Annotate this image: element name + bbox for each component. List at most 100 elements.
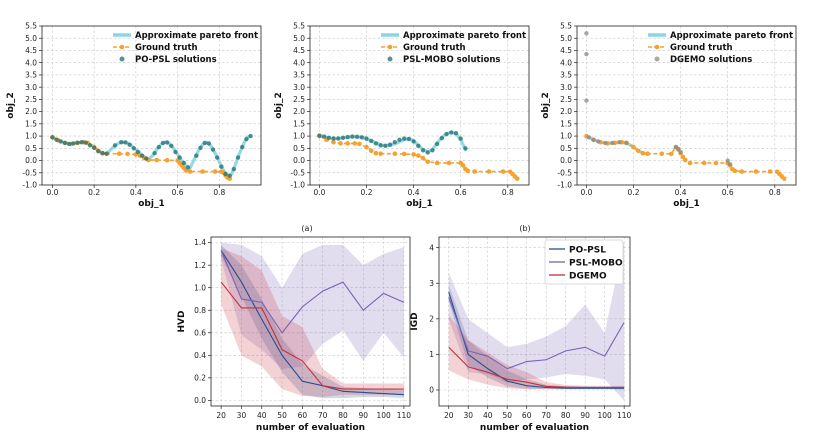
axes-frame — [41, 25, 262, 186]
solution-point — [202, 140, 207, 146]
pareto-front-plot-psl-mobo: 0.0 0.2 0.4 0.6 0.8 -1.0 -0.5 0.0 0.5 1.0 1.5 2.0 2.… — [274, 22, 530, 209]
x-axis-label: obj_1 — [673, 199, 699, 209]
y-tick-label: 1.0 — [25, 132, 37, 141]
solution-point — [425, 150, 430, 155]
solution-point — [62, 140, 68, 146]
y-tick-label: 5.0 — [560, 34, 572, 43]
caption-a: (a) — [301, 224, 312, 233]
x-tick-label: 80 — [338, 411, 348, 420]
ground-truth-point — [687, 160, 693, 166]
x-tick-label: 0.6 — [455, 188, 467, 197]
x-tick-label: 40 — [483, 411, 493, 420]
y-tick-label: 0.6 — [194, 328, 206, 337]
solution-point — [66, 141, 72, 147]
caption-b: (b) — [519, 224, 530, 233]
x-axis-label: obj_1 — [138, 199, 164, 209]
y-tick-label: 0.8 — [194, 306, 206, 315]
legend-label-truth: Ground truth — [403, 43, 466, 53]
solution-point — [354, 134, 360, 140]
solution-point — [87, 143, 93, 148]
solution-point — [595, 139, 601, 144]
y-axis-label: HVD — [177, 311, 187, 333]
legend-swatch-solutions — [387, 56, 393, 62]
y-tick-label: 0 — [429, 386, 434, 395]
ground-truth-point — [645, 151, 650, 156]
ground-truth-point — [668, 151, 674, 157]
y-tick-label: 0.0 — [293, 156, 305, 165]
solution-point — [100, 151, 105, 156]
x-tick-label: 0.8 — [769, 188, 781, 197]
solution-point — [584, 98, 589, 103]
solution-point — [112, 143, 118, 148]
solution-point — [458, 136, 463, 141]
solution-point — [610, 140, 615, 146]
y-tick-label: 5.5 — [560, 22, 572, 31]
y-tick-label: 0.0 — [194, 396, 206, 405]
solution-point — [340, 135, 346, 140]
solution-point — [401, 136, 407, 141]
axes-frame — [438, 236, 631, 407]
y-tick-label: 1.0 — [560, 132, 572, 141]
legend-label-dgemo: DGEMO — [569, 272, 607, 282]
x-tick-label: 0.2 — [628, 188, 640, 197]
x-tick-label: 0.0 — [46, 188, 58, 197]
y-tick-label: 0.5 — [25, 144, 37, 153]
ground-truth-point — [338, 141, 343, 146]
solution-point — [215, 155, 220, 160]
legend-label-solutions: DGEMO solutions — [670, 55, 752, 65]
solution-point — [198, 145, 203, 151]
legend-swatch-truth-dot — [119, 44, 125, 50]
y-tick-label: 0.4 — [194, 351, 206, 360]
solution-point — [586, 135, 591, 140]
ground-truth-point — [472, 169, 478, 174]
solution-point — [439, 135, 445, 141]
solution-point — [194, 153, 199, 158]
solution-point — [392, 139, 397, 145]
solution-point — [676, 146, 681, 151]
solution-point — [164, 140, 170, 145]
solution-point — [416, 143, 421, 149]
confidence-band-dgemo — [221, 248, 404, 397]
y-tick-label: 1.4 — [194, 238, 206, 247]
x-tick-label: 0.8 — [213, 188, 225, 197]
x-tick-label: 0.6 — [172, 188, 184, 197]
legend-swatch-truth-dot — [387, 44, 393, 50]
y-tick-label: 5.5 — [25, 22, 37, 31]
solution-point — [244, 136, 249, 142]
solution-point — [624, 140, 629, 146]
solution-point — [235, 155, 241, 160]
x-tick-label: 90 — [359, 411, 369, 420]
axes-frame — [309, 25, 530, 186]
y-tick-label: 2.5 — [560, 95, 572, 104]
x-tick-label: 100 — [597, 411, 612, 420]
solution-point — [727, 162, 733, 167]
y-tick-label: 3.0 — [25, 83, 37, 92]
solution-point — [177, 155, 182, 160]
y-tick-label: 0.0 — [25, 156, 37, 165]
ground-truth-point — [713, 160, 719, 166]
x-tick-label: 20 — [216, 411, 226, 420]
solution-point — [123, 140, 128, 145]
y-tick-label: 2.5 — [293, 95, 305, 104]
ground-truth-point — [116, 151, 122, 156]
solution-point — [248, 133, 253, 139]
confidence-band-psl-mobo — [221, 242, 404, 369]
solution-point — [75, 140, 80, 145]
ground-truth-point — [683, 157, 688, 163]
solution-point — [144, 156, 149, 161]
x-tick-label: 100 — [376, 411, 391, 420]
y-axis-label: obj_2 — [6, 92, 16, 118]
legend-label-approx: Approximate pareto front — [670, 31, 793, 41]
y-tick-label: 3.0 — [560, 83, 572, 92]
series-line-psl-mobo — [220, 250, 405, 334]
ground-truth-point — [460, 163, 466, 168]
ground-truth-point — [212, 169, 218, 174]
ground-truth-point — [352, 141, 358, 146]
solution-point — [463, 146, 468, 151]
ground-truth-point — [416, 153, 421, 158]
ground-truth-point — [701, 160, 707, 166]
ground-truth-point — [739, 169, 745, 174]
solution-point — [383, 143, 388, 149]
solution-point — [411, 139, 416, 144]
x-tick-label: 20 — [444, 411, 454, 420]
